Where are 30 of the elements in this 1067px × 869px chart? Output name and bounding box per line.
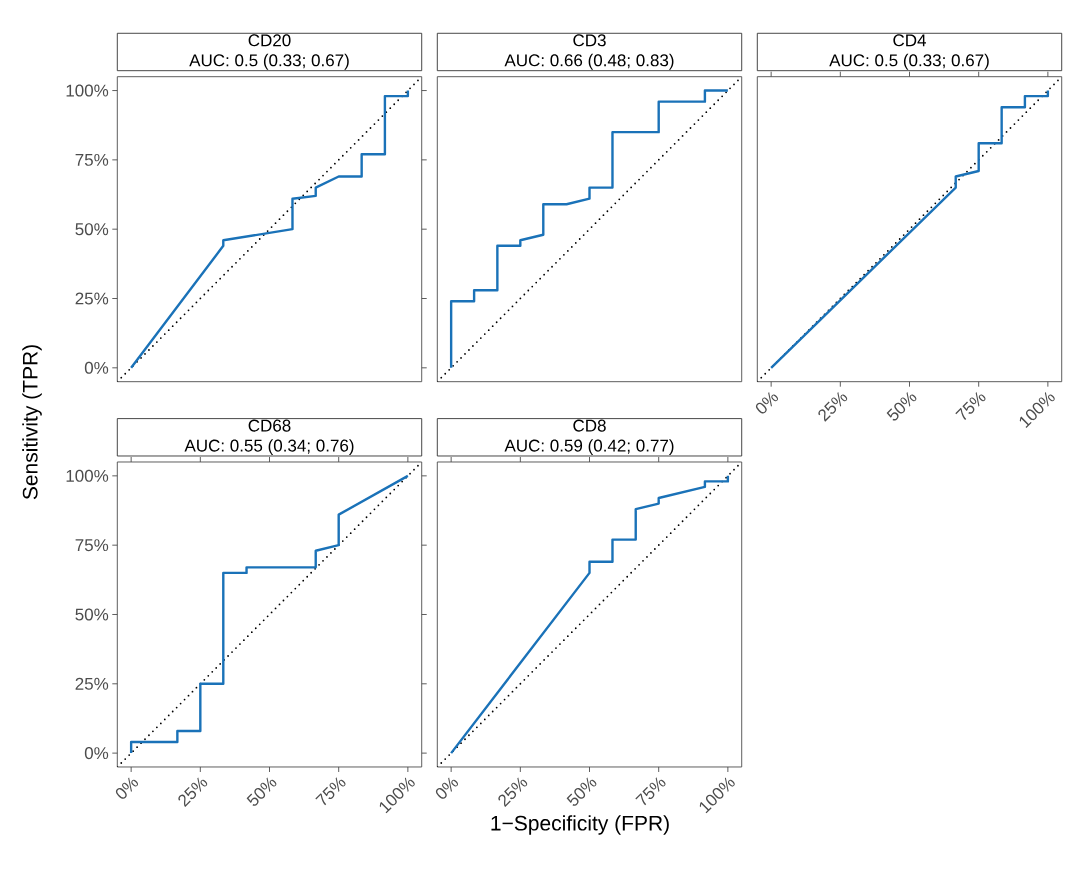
chart-subtitle: AUC: 0.55 (0.34; 0.76)	[184, 439, 354, 455]
line-series	[129, 89, 410, 370]
x-tick-label: 75%	[955, 392, 986, 421]
x-tick-label: 0%	[755, 392, 779, 414]
y-tick-label: 25%	[75, 677, 109, 690]
chart-subtitle: AUC: 0.66 (0.48; 0.83)	[504, 53, 674, 70]
y-tick-label: 100%	[66, 84, 109, 97]
x-tick-label: 0%	[115, 777, 139, 799]
x-tick-label: 75%	[315, 777, 346, 806]
y-tick-label: 100%	[66, 469, 109, 482]
chart-title: CD68	[248, 419, 291, 432]
chart-title: CD20	[248, 34, 291, 47]
chart-title: CD4	[893, 34, 927, 47]
chart-subtitle: AUC: 0.5 (0.33; 0.67)	[189, 53, 349, 70]
y-tick-label: 25%	[75, 292, 109, 305]
x-tick-label: 0%	[435, 777, 459, 799]
y-tick-label: 50%	[75, 608, 109, 621]
chart-title: CD8	[573, 419, 606, 432]
y-tick-label: 0%	[84, 361, 109, 374]
chart-title: CD3	[573, 34, 606, 47]
text: 1−Specificity (FPR)	[491, 815, 669, 835]
y-tick-label: 75%	[75, 153, 109, 166]
text: Sensitivity (TPR)	[22, 345, 42, 500]
chart-subtitle: AUC: 0.5 (0.33; 0.67)	[829, 53, 989, 70]
x-tick-label: 75%	[635, 777, 666, 806]
chart-subtitle: AUC: 0.59 (0.42; 0.77)	[504, 439, 674, 455]
y-tick-label: 75%	[75, 539, 109, 552]
y-tick-label: 0%	[84, 747, 109, 760]
y-tick-label: 50%	[75, 223, 109, 236]
line-series	[129, 474, 410, 755]
